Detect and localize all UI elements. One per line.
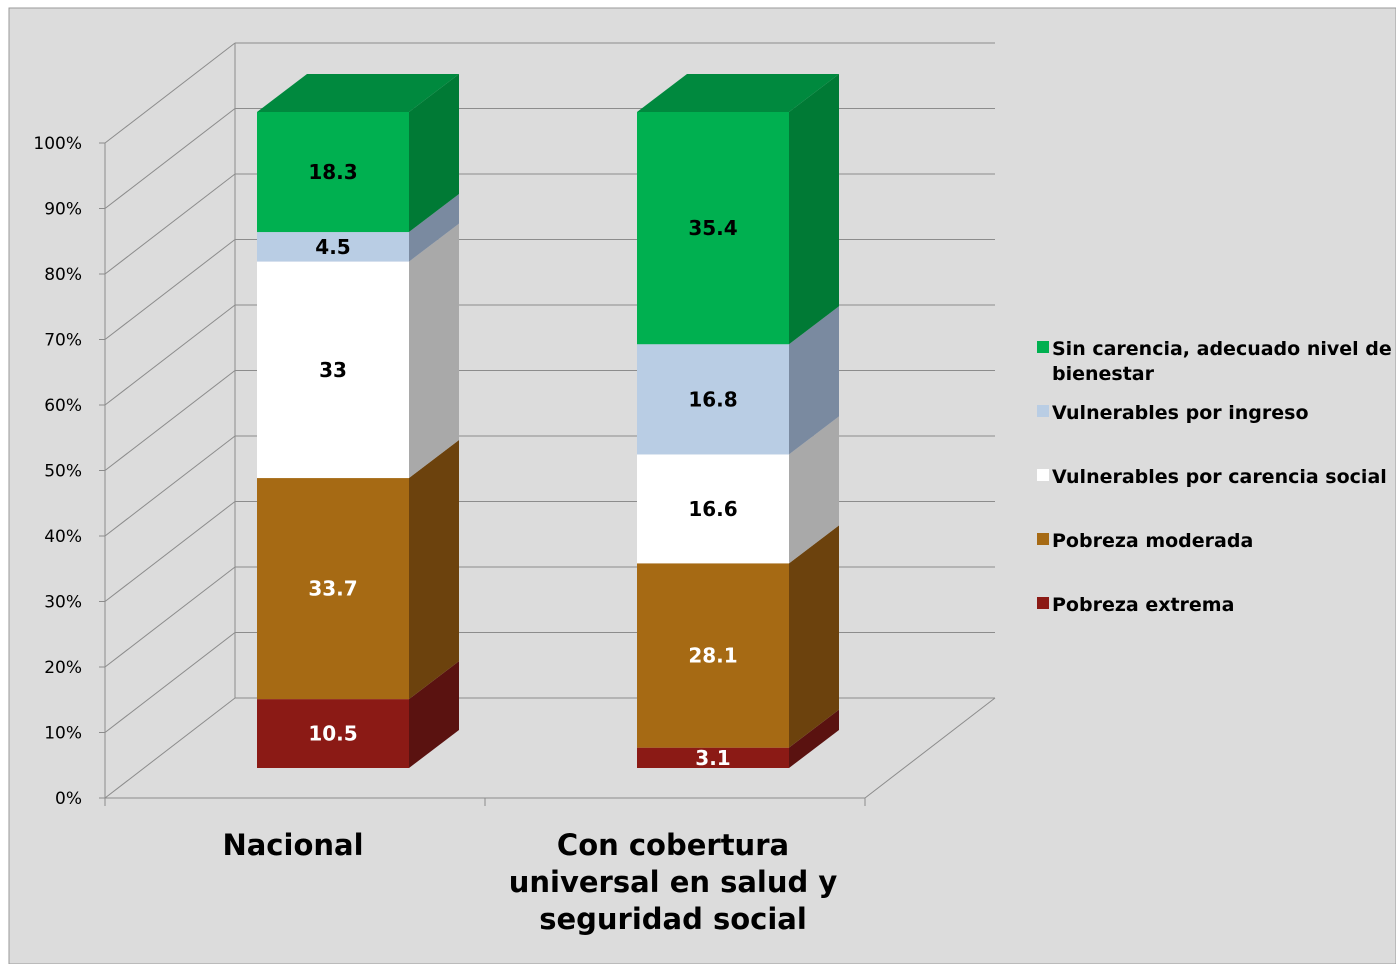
legend-swatch [1037,469,1049,481]
x-category-label: Nacional [222,828,363,862]
y-tick-label: 90% [44,200,82,220]
gridline-side [104,173,236,275]
gridline-side [104,239,236,340]
y-tick-label: 70% [44,331,82,351]
legend: Sin carencia, adecuado nivel de bienestar… [1037,338,1392,616]
bar-side-face [409,74,459,233]
bar-segment [637,344,789,455]
data-label: 35.4 [688,216,737,240]
bar-side-face [789,709,839,768]
bar-side-face [409,223,459,479]
y-axis: 0% 10% 20% 30% 40% 50% 60% 70% 80% 90% 100% [33,134,866,809]
data-label: 16.8 [688,387,737,411]
x-category-label: universal en salud y [509,865,838,899]
floor-edge [864,697,996,799]
bar-segment [257,112,409,233]
y-tick-label: 40% [44,527,82,547]
legend-swatch [1037,597,1049,609]
data-label: 33.7 [308,577,357,601]
bar-segment [637,112,789,345]
gridline-side [104,632,236,733]
y-tick-label: 30% [44,593,82,613]
legend-swatch [1037,405,1049,417]
gridline-side [104,108,236,209]
legend-label: Sin carencia, adecuado nivel de [1052,338,1392,360]
y-tick-label: 60% [44,396,82,416]
legend-label: Pobreza extrema [1052,594,1234,616]
bar-side-face [789,525,839,748]
x-category-label: Con cobertura [557,828,789,862]
bar-stack: 3.1 28.1 16.6 16.8 35.4 [637,74,839,770]
y-tick-label: 80% [44,265,82,285]
bar-stack: 10.5 33.7 33 4.5 18.3 [257,74,459,768]
gridline-side [104,370,236,471]
legend-swatch [1037,341,1049,353]
gridline-side [104,304,236,406]
bar-segment [257,232,409,262]
y-tick-label: 50% [44,462,82,482]
data-label: 28.1 [688,643,737,667]
bar-side-face [789,416,839,564]
legend-entry: Sin carencia, adecuado nivel de bienestar [1037,338,1392,385]
bar-side-face [409,661,459,768]
legend-label: Vulnerables por carencia social [1052,466,1387,488]
legend-entry: Vulnerables por carencia social [1037,466,1387,488]
data-label: 33 [319,358,347,382]
bar-segment [257,478,409,700]
bars: 10.5 33.7 33 4.5 18.3 3.1 28.1 16.6 16.8 35.4 [257,74,839,770]
gridline-side [104,501,236,602]
y-tick-label: 10% [44,724,82,744]
data-label: 3.1 [695,746,730,770]
legend-entry: Pobreza extrema [1037,594,1234,616]
data-label: 4.5 [315,235,350,259]
data-label: 18.3 [308,160,357,184]
bar-segment [637,454,789,564]
gridline-side [104,435,236,537]
y-tick-label: 0% [55,789,82,809]
bar-segment [637,747,789,768]
gridline-side [104,42,236,144]
bar-segment [257,699,409,768]
bar-side-face [789,306,839,455]
legend-entry: Vulnerables por ingreso [1037,402,1309,424]
y-tick-label: 100% [33,134,82,154]
bar-segment [637,563,789,748]
legend-label: bienestar [1052,363,1155,385]
y-tick-label: 20% [44,658,82,678]
data-label: 16.6 [688,497,737,521]
legend-entry: Pobreza moderada [1037,530,1253,552]
bar-side-face [409,194,459,262]
bar-top-face [257,74,459,112]
bar-segment [257,261,409,479]
bar-side-face [409,440,459,700]
legend-swatch [1037,533,1049,545]
x-category-label: seguridad social [539,902,807,936]
bar-top-face [637,74,839,112]
legend-label: Vulnerables por ingreso [1052,402,1309,424]
gridline-side [104,697,236,799]
data-label: 10.5 [308,722,357,746]
legend-label: Pobreza moderada [1052,530,1253,552]
gridline-side [104,566,236,668]
bar-side-face [789,74,839,345]
